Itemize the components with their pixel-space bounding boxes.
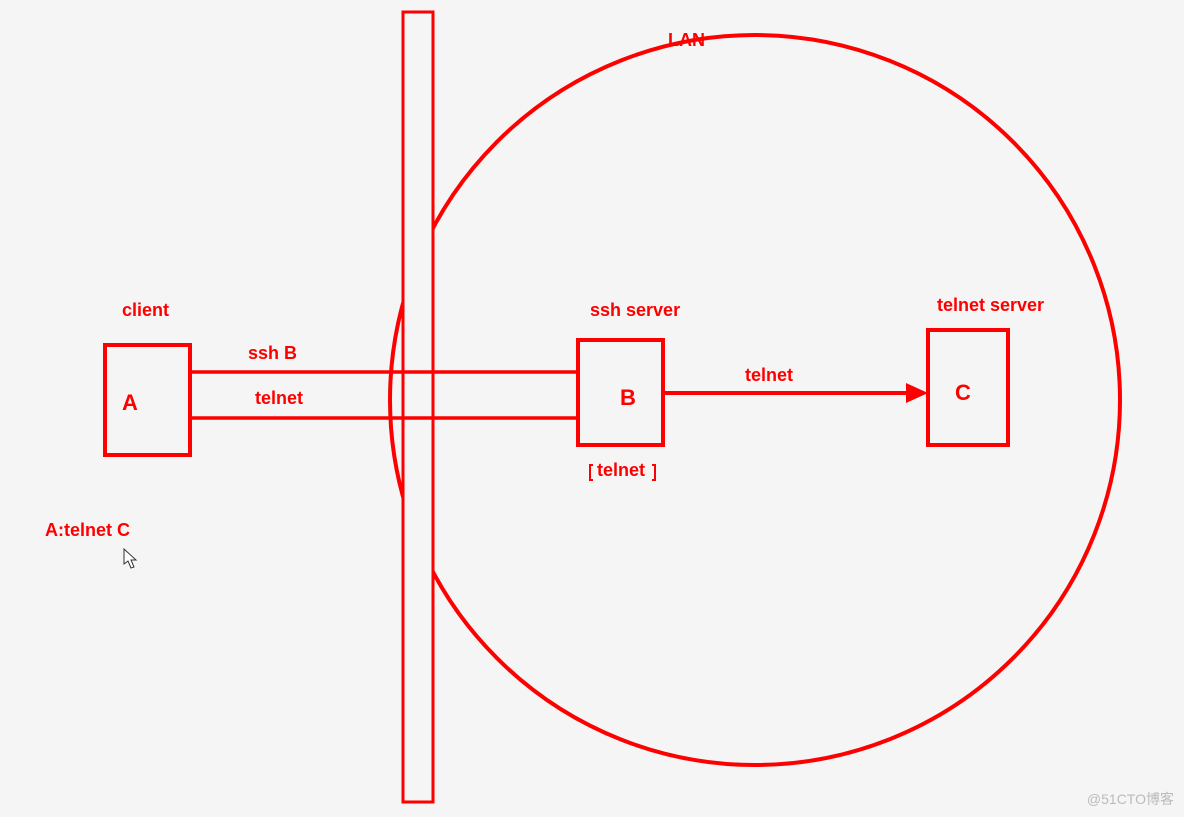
bracket-left: [590, 465, 593, 480]
tunnel-label-top: ssh B: [248, 343, 297, 364]
diagram-canvas: [0, 0, 1184, 817]
node-b-title: ssh server: [590, 300, 680, 321]
node-b-letter: B: [620, 385, 636, 411]
arrow-bc-head: [906, 383, 928, 403]
command-label: A:telnet C: [45, 520, 130, 541]
firewall-bar: [403, 12, 433, 802]
lan-label: LAN: [668, 30, 705, 51]
node-c-title: telnet server: [937, 295, 1044, 316]
tunnel-label-inner: telnet: [255, 388, 303, 409]
lan-circle: [390, 35, 1120, 765]
node-a-box: [105, 345, 190, 455]
watermark: @51CTO博客: [1087, 789, 1174, 809]
node-a-title: client: [122, 300, 169, 321]
arrow-bc-label: telnet: [745, 365, 793, 386]
node-a-letter: A: [122, 390, 138, 416]
telnet-below-b: telnet: [597, 460, 645, 481]
cursor-icon: [123, 548, 139, 570]
node-c-letter: C: [955, 380, 971, 406]
bracket-right: [652, 465, 655, 480]
